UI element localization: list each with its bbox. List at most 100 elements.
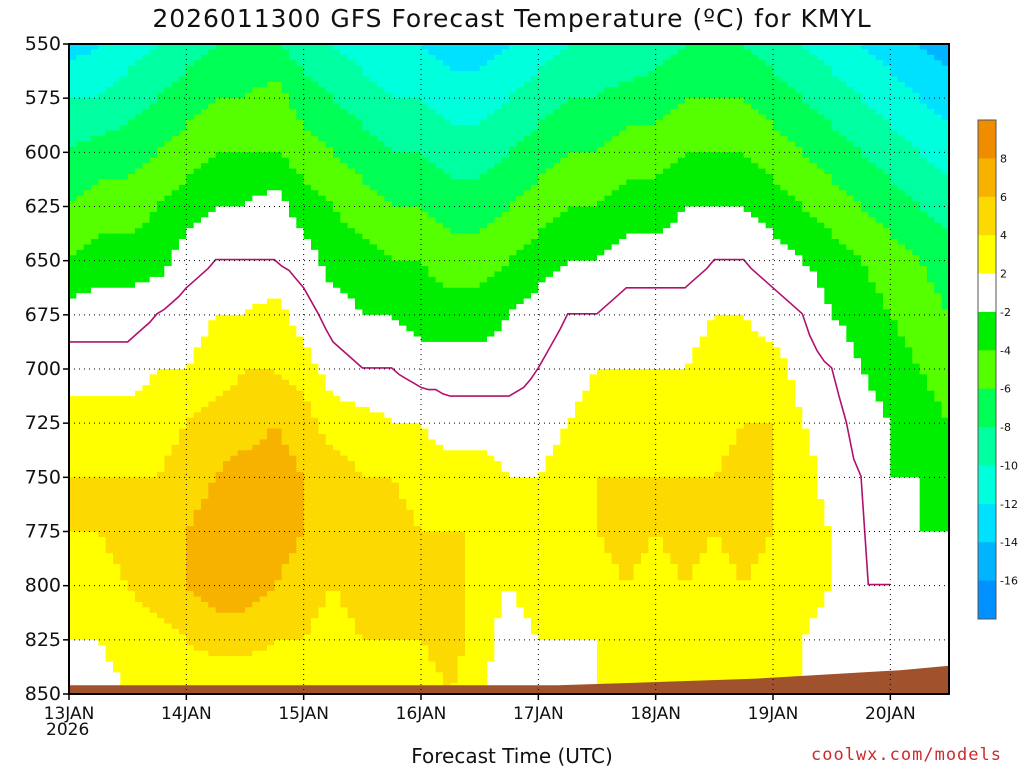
heat-cell: [252, 211, 261, 218]
heat-cell: [179, 146, 187, 153]
heat-cell: [69, 44, 77, 51]
heat-cell: [274, 553, 283, 560]
heat-cell: [333, 293, 341, 300]
heat-cell: [252, 396, 261, 403]
heat-cell: [215, 87, 224, 94]
heat-cell: [362, 249, 371, 256]
heat-cell: [340, 119, 349, 126]
heat-cell: [325, 596, 334, 603]
heat-cell: [274, 661, 283, 668]
heat-cell: [186, 547, 195, 554]
heat-cell: [325, 211, 334, 218]
heat-cell: [208, 76, 217, 83]
heat-cell: [186, 428, 195, 435]
heat-cell: [259, 434, 268, 441]
heat-cell: [333, 585, 341, 592]
heat-cell: [142, 222, 151, 229]
heat-cell: [333, 336, 341, 343]
heat-cell: [171, 130, 180, 137]
heat-cell: [113, 255, 121, 262]
heat-cell: [179, 471, 187, 478]
heat-cell: [223, 266, 231, 273]
heat-cell: [171, 363, 180, 370]
heat-cell: [186, 385, 195, 392]
heat-cell: [157, 634, 165, 641]
heat-cell: [296, 477, 305, 484]
heat-cell: [223, 423, 231, 430]
heat-cell: [142, 482, 151, 489]
heat-cell: [215, 239, 224, 246]
heat-cell: [120, 412, 129, 419]
heat-cell: [318, 390, 327, 397]
heat-cell: [83, 320, 92, 327]
heat-cell: [69, 455, 77, 462]
heat-cell: [259, 493, 268, 500]
heat-cell: [237, 477, 246, 484]
heat-cell: [193, 249, 202, 256]
heat-cell: [215, 428, 224, 435]
heat-cell: [267, 666, 275, 673]
heat-cell: [333, 542, 341, 549]
heat-cell: [237, 174, 246, 181]
heat-cell: [186, 574, 195, 581]
heat-cell: [318, 336, 327, 343]
heat-cell: [347, 233, 356, 240]
heat-cell: [215, 666, 224, 673]
heat-cell: [245, 244, 253, 251]
heat-cell: [83, 114, 92, 121]
heat-cell: [318, 244, 327, 251]
heat-cell: [362, 499, 371, 506]
heat-cell: [105, 146, 114, 153]
heat-cell: [208, 287, 217, 294]
heat-cell: [201, 239, 209, 246]
heat-cell: [259, 282, 268, 289]
heat-cell: [274, 629, 283, 636]
heat-cell: [318, 379, 327, 386]
heat-cell: [135, 211, 143, 218]
heat-cell: [340, 574, 349, 581]
heat-cell: [135, 266, 143, 273]
heat-cell: [303, 81, 312, 88]
heat-cell: [362, 596, 371, 603]
heat-cell: [281, 423, 290, 430]
heat-cell: [245, 201, 253, 208]
heat-cell: [201, 54, 209, 61]
heat-cell: [193, 661, 202, 668]
heat-cell: [230, 564, 239, 571]
heat-cell: [296, 520, 305, 527]
heat-cell: [105, 304, 114, 311]
heat-cell: [347, 293, 356, 300]
heat-cell: [340, 114, 349, 121]
heat-cell: [98, 493, 107, 500]
heat-cell: [303, 125, 312, 132]
heat-cell: [105, 125, 114, 132]
heat-cell: [347, 239, 356, 246]
heat-cell: [325, 325, 334, 332]
heat-cell: [296, 336, 305, 343]
heat-cell: [76, 309, 85, 316]
heat-cell: [252, 304, 261, 311]
heat-cell: [296, 304, 305, 311]
heat-cell: [325, 650, 334, 657]
heat-cell: [135, 228, 143, 235]
heat-cell: [274, 358, 283, 365]
heat-cell: [303, 201, 312, 208]
heat-cell: [230, 639, 239, 646]
heat-cell: [230, 114, 239, 121]
heat-cell: [245, 574, 253, 581]
heat-cell: [325, 444, 334, 451]
heat-cell: [311, 423, 319, 430]
heat-cell: [237, 109, 246, 116]
heat-cell: [157, 531, 165, 538]
heat-cell: [113, 287, 121, 294]
heat-cell: [311, 656, 319, 663]
heat-cell: [369, 152, 378, 159]
heat-cell: [179, 195, 187, 202]
heat-cell: [362, 282, 371, 289]
heat-cell: [171, 401, 180, 408]
heat-cell: [149, 439, 158, 446]
heat-cell: [186, 580, 195, 587]
heat-cell: [186, 634, 195, 641]
heat-cell: [179, 174, 187, 181]
heat-cell: [325, 553, 334, 560]
